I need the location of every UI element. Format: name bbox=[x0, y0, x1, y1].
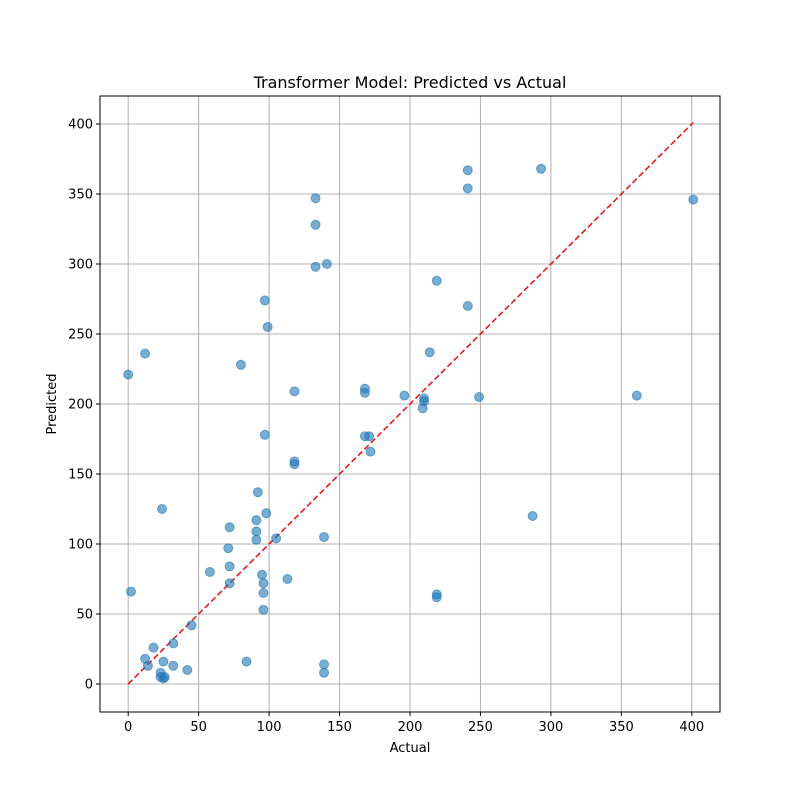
chart-title: Transformer Model: Predicted vs Actual bbox=[253, 73, 567, 92]
scatter-point bbox=[271, 533, 282, 544]
scatter-point bbox=[257, 569, 268, 580]
scatter-point bbox=[261, 508, 272, 519]
scatter-point bbox=[251, 515, 262, 526]
x-tick-label: 100 bbox=[257, 720, 282, 735]
scatter-point bbox=[241, 656, 252, 667]
x-tick-label: 50 bbox=[190, 720, 207, 735]
scatter-point bbox=[258, 604, 269, 615]
scatter-point bbox=[251, 526, 262, 537]
scatter-point bbox=[204, 567, 215, 577]
scatter-point bbox=[462, 165, 473, 176]
x-tick-label: 300 bbox=[538, 720, 563, 735]
reference-line-group bbox=[127, 122, 694, 685]
scatter-point bbox=[319, 659, 330, 670]
scatter-point bbox=[123, 369, 134, 380]
scatter-point bbox=[289, 459, 300, 470]
data-points bbox=[123, 163, 699, 684]
y-tick-label: 50 bbox=[76, 608, 93, 623]
scatter-point bbox=[319, 532, 330, 542]
scatter-point bbox=[186, 620, 197, 631]
y-tick-label: 250 bbox=[68, 328, 93, 343]
scatter-point bbox=[158, 656, 169, 667]
scatter-point bbox=[321, 259, 332, 269]
scatter-point bbox=[462, 183, 473, 194]
scatter-point bbox=[310, 261, 321, 272]
x-tick-label: 0 bbox=[124, 720, 132, 735]
y-tick-label: 400 bbox=[68, 118, 93, 133]
y-tick-label: 150 bbox=[68, 468, 93, 483]
scatter-point bbox=[399, 390, 410, 401]
scatter-point bbox=[359, 387, 370, 398]
scatter-point bbox=[168, 660, 179, 671]
scatter-point bbox=[140, 348, 151, 359]
scatter-point bbox=[224, 578, 235, 589]
scatter-point bbox=[142, 660, 153, 671]
scatter-point bbox=[536, 163, 547, 174]
x-axis-ticks: 0 50 100 150 200 250 300 350 400 bbox=[124, 712, 704, 735]
scatter-point bbox=[419, 396, 430, 407]
scatter-point bbox=[310, 193, 321, 204]
x-tick-label: 350 bbox=[609, 720, 634, 735]
scatter-point bbox=[252, 487, 263, 498]
y-tick-label: 200 bbox=[68, 398, 93, 413]
scatter-point bbox=[159, 672, 170, 682]
reference-line bbox=[127, 122, 694, 685]
y-tick-label: 300 bbox=[68, 258, 93, 273]
y-axis-label: Predicted bbox=[45, 373, 60, 434]
scatter-point bbox=[431, 275, 442, 286]
x-tick-label: 200 bbox=[398, 720, 423, 735]
scatter-point bbox=[364, 431, 375, 442]
y-tick-label: 0 bbox=[85, 678, 93, 693]
x-axis-label: Actual bbox=[390, 741, 431, 756]
x-tick-label: 400 bbox=[679, 720, 704, 735]
scatter-point bbox=[262, 322, 273, 332]
scatter-point bbox=[157, 504, 167, 514]
scatter-point bbox=[224, 561, 235, 572]
y-axis-ticks: 0 50 100 150 200 250 300 350 400 bbox=[68, 118, 100, 693]
scatter-point bbox=[259, 295, 270, 306]
scatter-point bbox=[462, 301, 473, 311]
scatter-point bbox=[168, 638, 179, 649]
scatter-point bbox=[224, 522, 235, 533]
scatter-point bbox=[310, 219, 321, 230]
x-tick-label: 250 bbox=[468, 720, 493, 735]
scatter-point bbox=[258, 588, 269, 598]
scatter-point bbox=[223, 543, 234, 554]
scatter-point bbox=[251, 534, 262, 545]
scatter-point bbox=[259, 429, 270, 440]
y-tick-label: 100 bbox=[68, 538, 93, 553]
scatter-point bbox=[431, 592, 442, 603]
scatter-point bbox=[527, 511, 538, 521]
scatter-point bbox=[631, 390, 642, 401]
scatter-point bbox=[148, 642, 159, 653]
scatter-point bbox=[365, 446, 376, 457]
scatter-point bbox=[282, 574, 293, 584]
scatter-point bbox=[126, 586, 136, 597]
scatter-point bbox=[688, 194, 699, 205]
scatter-point bbox=[474, 392, 485, 402]
y-tick-label: 350 bbox=[68, 188, 93, 203]
scatter-point bbox=[289, 386, 300, 397]
scatter-point bbox=[424, 347, 435, 358]
scatter-point bbox=[235, 359, 246, 370]
scatter-point bbox=[258, 578, 269, 589]
scatter-point bbox=[319, 667, 330, 678]
x-tick-label: 150 bbox=[327, 720, 352, 735]
scatter-point bbox=[182, 665, 193, 675]
